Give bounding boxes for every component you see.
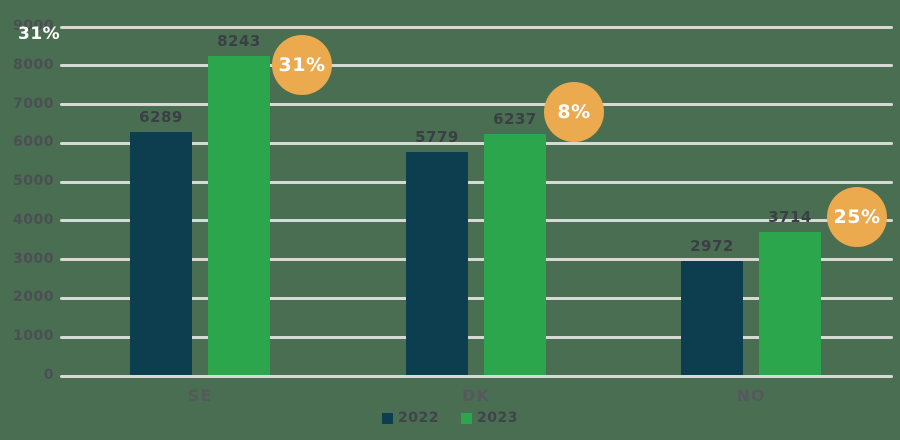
legend-swatch-2022: [382, 412, 394, 424]
x-axis-label-no: NO: [736, 386, 766, 405]
y-tick-label: 5000: [13, 173, 54, 190]
growth-badge: 8%: [544, 82, 604, 142]
legend-label: 2022: [398, 410, 439, 426]
gridline-1000: [60, 335, 893, 339]
growth-badge: 25%: [827, 187, 887, 247]
overlay-percent-label: 31%: [18, 24, 61, 44]
y-tick-label: 7000: [13, 95, 54, 112]
gridline-9000: [60, 25, 893, 29]
gridline-6000: [60, 141, 893, 145]
legend: 2022 2023: [0, 410, 900, 426]
gridline-7000: [60, 103, 893, 107]
gridline-3000: [60, 258, 893, 262]
bar-2023-DK: [484, 134, 546, 375]
bar-2023-NO: [759, 231, 821, 375]
y-tick-label: 8000: [13, 56, 54, 73]
bar-value-label: 6237: [493, 110, 537, 129]
y-tick-label: 2000: [13, 289, 54, 306]
y-tick-label: 4000: [13, 211, 54, 228]
bar-value-label: 6289: [139, 108, 183, 127]
growth-badge: 31%: [272, 35, 332, 95]
y-tick-label: 9000: [13, 18, 54, 34]
bar-value-label: 2972: [690, 236, 734, 255]
x-axis-label-dk: DK: [462, 386, 490, 405]
gridline-0: [60, 374, 893, 378]
gridline-2000: [60, 296, 893, 300]
y-tick-label: 3000: [13, 250, 54, 267]
legend-item-2023: 2023: [461, 410, 518, 426]
bar-value-label: 8243: [217, 32, 261, 51]
gridline-5000: [60, 180, 893, 184]
y-tick-label: 6000: [13, 134, 54, 151]
gridline-8000: [60, 64, 893, 68]
bar-2022-SE: [130, 132, 192, 375]
legend-item-2022: 2022: [382, 410, 439, 426]
y-tick-label: 0: [43, 367, 54, 383]
legend-label: 2023: [477, 410, 518, 426]
legend-swatch-2023: [461, 412, 472, 424]
gridline-4000: [60, 219, 893, 223]
bar-2022-NO: [681, 260, 743, 375]
bar-2023-SE: [208, 56, 270, 375]
bar-2022-DK: [406, 151, 468, 375]
y-tick-label: 1000: [13, 328, 54, 345]
bar-value-label: 3714: [768, 207, 812, 226]
bar-value-label: 5779: [415, 127, 459, 146]
x-axis-label-se: SE: [187, 386, 213, 405]
